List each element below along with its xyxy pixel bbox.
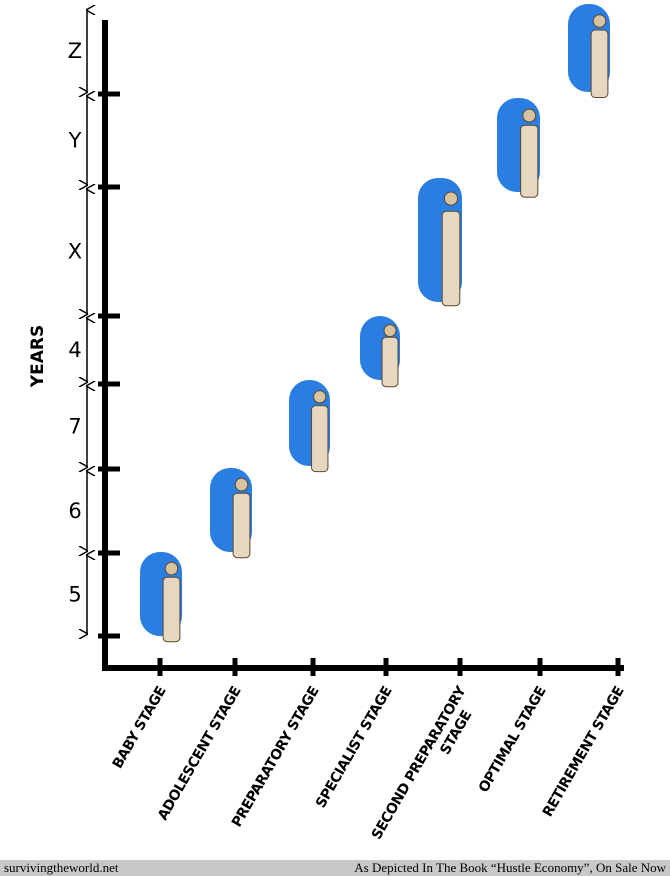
figure-body xyxy=(520,124,539,198)
stage-label-line: SPECIALIST STAGE xyxy=(313,684,396,811)
period-label: Z xyxy=(68,39,82,63)
period-label: X xyxy=(68,240,82,264)
figure-body xyxy=(441,210,461,307)
period-label: 7 xyxy=(68,415,81,439)
stage-label-line: BABY STAGE xyxy=(110,684,170,772)
figure-head xyxy=(443,191,459,206)
footer-left: surviving­theworld.net xyxy=(4,860,119,875)
figure-head xyxy=(522,108,537,123)
stage-label-line: OPTIMAL STAGE xyxy=(476,684,550,795)
figure-head xyxy=(313,390,327,404)
figure-head xyxy=(383,324,397,338)
figure-body xyxy=(590,29,609,98)
footer-bar xyxy=(0,860,670,876)
figure-body xyxy=(311,405,329,473)
stage-label-line: ADOLESCENT STAGE xyxy=(155,684,245,823)
period-label: Y xyxy=(68,129,82,153)
stage-label: SECOND PREPARATORYSTAGE xyxy=(369,683,485,851)
period-label: 4 xyxy=(68,338,81,362)
stage-label-line: RETIREMENT STAGE xyxy=(540,684,628,820)
figure-head xyxy=(234,477,249,492)
figure-head xyxy=(164,561,179,576)
figure-body xyxy=(162,576,181,643)
footer-right: As Depicted In The Book “Hustle Economy”… xyxy=(354,860,666,875)
stage-label: PREPARATORY STAGE xyxy=(229,684,323,830)
stage-label: BABY STAGE xyxy=(110,684,170,772)
stage-label: OPTIMAL STAGE xyxy=(476,684,550,795)
period-label: 6 xyxy=(68,499,81,523)
figure-body xyxy=(381,336,399,388)
axis-title: YEARS xyxy=(28,325,48,388)
figure-body xyxy=(232,492,251,559)
stage-label: ADOLESCENT STAGE xyxy=(155,684,245,823)
stage-label-line: PREPARATORY STAGE xyxy=(229,684,323,830)
period-label: 5 xyxy=(68,583,81,607)
stage-label: SPECIALIST STAGE xyxy=(313,684,396,811)
figure-head xyxy=(592,14,607,28)
stage-label: RETIREMENT STAGE xyxy=(540,684,628,820)
